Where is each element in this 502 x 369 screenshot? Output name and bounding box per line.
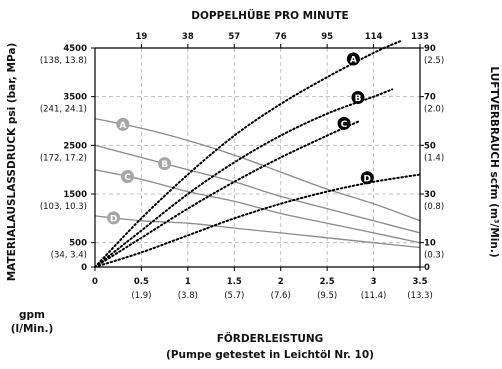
chart-title: DOPPELHÜBE PRO MINUTE xyxy=(191,8,348,22)
y-right-tick-label-metric: (1.4) xyxy=(424,153,444,163)
x-tick-label-gpm: 1.5 xyxy=(227,277,242,287)
marker-circle xyxy=(360,171,374,185)
top-tick-label: 57 xyxy=(228,32,240,42)
marker-letter: A xyxy=(350,56,357,66)
y-left-tick-label-metric: (103, 10.3) xyxy=(40,202,87,212)
air-curve-c xyxy=(94,120,361,268)
y-right-tick-label-metric: (0.8) xyxy=(424,202,444,212)
marker-circle xyxy=(351,90,365,104)
y-left-tick-label-psi: 0 xyxy=(81,263,87,273)
top-tick-label: 76 xyxy=(275,32,287,42)
y-left-tick-label-psi: 500 xyxy=(69,239,87,249)
pressure-curve-a xyxy=(94,117,421,222)
pressure-curve-c xyxy=(94,169,421,244)
top-tick-label: 133 xyxy=(411,32,429,42)
y-right-tick-label-scfm: 10 xyxy=(424,239,436,249)
marker-letter: B xyxy=(355,94,362,104)
y-left-tick-label-metric: (34, 3.4) xyxy=(51,251,87,261)
marker-circle xyxy=(121,169,134,183)
x-tick-label-lpm: (9.5) xyxy=(317,291,337,301)
air-marker-a: A xyxy=(346,52,360,66)
x-tick-label-lpm: (11.4) xyxy=(361,291,387,301)
marker-letter: D xyxy=(110,214,117,224)
x-tick-label-gpm: 2 xyxy=(278,277,284,287)
x-unit-lpm: (l/Min.) xyxy=(11,323,54,335)
pressure-marker-a: A xyxy=(116,117,130,131)
pressure-curve-b xyxy=(94,144,421,234)
pressure-marker-b: B xyxy=(158,157,172,171)
x-tick-label-lpm: (13.3) xyxy=(407,291,433,301)
marker-letter: C xyxy=(124,173,131,183)
x-axis-title: FÖRDERLEISTUNG xyxy=(217,331,324,345)
y-right-tick-label-metric: (2.0) xyxy=(424,105,444,115)
y-right-tick-label-metric: (0.3) xyxy=(424,251,444,261)
y-left-tick-label-metric: (172, 17.2) xyxy=(40,153,87,163)
x-tick-label-gpm: 1 xyxy=(185,277,191,287)
pressure-curve-d xyxy=(94,215,421,249)
top-tick-label: 114 xyxy=(365,32,383,42)
series-markers: A B C D A B C D xyxy=(107,52,374,225)
x-tick-label-lpm: (3.8) xyxy=(178,291,198,301)
pressure-marker-d: D xyxy=(107,211,121,225)
marker-letter: C xyxy=(341,120,348,130)
marker-letter: B xyxy=(161,160,168,170)
y-left-tick-label-psi: 3500 xyxy=(63,93,87,103)
x-tick-label-gpm: 2.5 xyxy=(320,277,335,287)
x-tick-label-lpm: (7.6) xyxy=(271,291,291,301)
air-marker-c: C xyxy=(337,116,351,130)
marker-letter: A xyxy=(119,121,126,131)
marker-circle xyxy=(116,117,130,131)
top-tick-label: 19 xyxy=(136,32,148,42)
x-tick-label-gpm: 0 xyxy=(92,277,98,287)
marker-circle xyxy=(107,211,121,225)
x-unit-gpm: gpm xyxy=(19,309,45,321)
x-tick-label-gpm: 3 xyxy=(371,277,377,287)
x-axis-note: (Pumpe getestet in Leichtöl Nr. 10) xyxy=(166,349,374,361)
y-axis-right-title: LUFTVERBRAUCH scfm (m³/Min.) xyxy=(488,66,500,257)
data-series xyxy=(94,39,421,268)
top-tick-label: 38 xyxy=(182,32,194,42)
y-left-tick-label-metric: (138, 13.8) xyxy=(40,56,87,66)
air-curve-a xyxy=(94,39,403,268)
y-right-tick-label-scfm: 50 xyxy=(424,141,436,151)
marker-circle xyxy=(337,116,351,130)
air-curve-b xyxy=(94,88,394,268)
x-tick-label-lpm: (1.9) xyxy=(131,291,151,301)
y-right-tick-label-scfm: 0 xyxy=(424,263,430,273)
y-left-tick-label-metric: (241, 24.1) xyxy=(40,105,87,115)
y-left-tick-label-psi: 2500 xyxy=(63,141,87,151)
marker-letter: D xyxy=(364,174,371,184)
y-right-tick-label-scfm: 30 xyxy=(424,190,436,200)
axes xyxy=(91,44,424,271)
top-tick-label: 95 xyxy=(321,32,333,42)
pressure-marker-c: C xyxy=(121,169,134,183)
tick-labels: 0 0.5 (1.9) 1 (3.8) 1.5 (5.7) 2 (7.6) 2.5 (9.5) 3 (1… xyxy=(40,32,444,301)
marker-circle xyxy=(346,52,360,66)
air-marker-b: B xyxy=(351,90,365,104)
x-tick-label-gpm: 0.5 xyxy=(134,277,149,287)
y-right-tick-label-metric: (2.5) xyxy=(424,56,444,66)
y-left-tick-label-psi: 1500 xyxy=(63,190,87,200)
grid-lines xyxy=(95,48,420,267)
y-axis-left-title: MATERIALAUSLASSDRUCK psi (bar, MPa) xyxy=(6,43,18,282)
x-tick-label-gpm: 3.5 xyxy=(412,277,427,287)
y-left-tick-label-psi: 4500 xyxy=(63,44,87,54)
x-tick-label-lpm: (5.7) xyxy=(224,291,244,301)
marker-circle xyxy=(158,157,172,171)
y-right-tick-label-scfm: 70 xyxy=(424,93,436,103)
y-right-tick-label-scfm: 90 xyxy=(424,44,436,54)
air-marker-d: D xyxy=(360,171,374,185)
